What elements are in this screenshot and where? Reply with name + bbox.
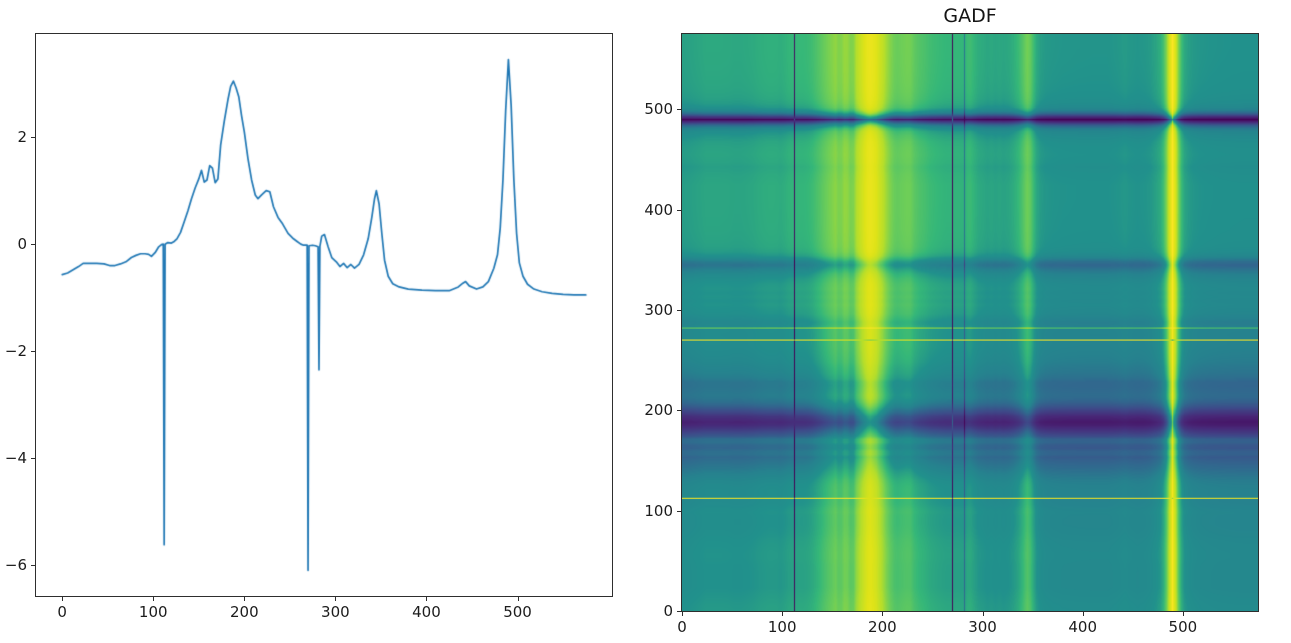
x-tick-mark	[882, 612, 884, 616]
x-tick-mark	[426, 597, 428, 601]
y-tick-mark	[677, 109, 681, 111]
y-tick-label: 400	[644, 200, 673, 219]
y-tick-mark	[677, 510, 681, 512]
y-tick-label: −6	[4, 555, 27, 574]
y-tick-label: 300	[644, 300, 673, 319]
x-tick-mark	[1082, 612, 1084, 616]
x-tick-label: 100	[767, 618, 797, 636]
x-tick-label: 0	[677, 618, 687, 636]
y-tick-label: −4	[4, 449, 27, 468]
x-tick-label: 100	[138, 603, 168, 621]
gadf-title: GADF	[943, 5, 997, 27]
x-tick-mark	[517, 597, 519, 601]
y-tick-label: 2	[17, 128, 27, 147]
x-tick-label: 300	[321, 603, 350, 621]
y-tick-mark	[31, 458, 35, 460]
x-tick-label: 400	[412, 603, 441, 621]
y-tick-label: 0	[663, 602, 673, 620]
y-tick-label: 200	[644, 401, 673, 420]
line-plot-canvas	[36, 34, 612, 596]
y-tick-mark	[677, 410, 681, 412]
x-tick-label: 500	[503, 603, 532, 621]
x-tick-mark	[782, 612, 784, 616]
x-tick-label: 300	[968, 618, 997, 636]
y-tick-mark	[31, 137, 35, 139]
y-tick-mark	[677, 309, 681, 311]
x-tick-label: 200	[229, 603, 259, 621]
y-tick-label: 100	[644, 501, 673, 520]
x-tick-mark	[982, 612, 984, 616]
x-tick-label: 0	[57, 603, 67, 621]
x-tick-mark	[1182, 612, 1184, 616]
gadf-heatmap-plot: 0 100 200 300 400 500 0 100 200 300 400 500	[644, 33, 1259, 636]
x-tick-mark	[153, 597, 155, 601]
x-tick-mark	[62, 597, 64, 601]
y-tick-label: −2	[4, 342, 27, 361]
gadf-heatmap-canvas	[682, 34, 1258, 611]
y-tick-mark	[31, 564, 35, 566]
x-tick-label: 400	[1068, 618, 1098, 636]
x-tick-label: 200	[868, 618, 897, 636]
x-tick-label: 500	[1168, 618, 1198, 636]
y-tick-mark	[677, 209, 681, 211]
y-tick-label: 0	[17, 235, 27, 254]
y-tick-mark	[31, 244, 35, 246]
y-tick-label: 500	[644, 100, 673, 119]
y-tick-mark	[677, 611, 681, 612]
x-tick-mark	[244, 597, 246, 601]
x-tick-mark	[335, 597, 337, 601]
x-tick-mark	[682, 612, 683, 616]
line-plot: 0 100 200 300 400 500 2 0 −2 −4 −6	[5, 33, 613, 621]
y-tick-mark	[31, 351, 35, 353]
